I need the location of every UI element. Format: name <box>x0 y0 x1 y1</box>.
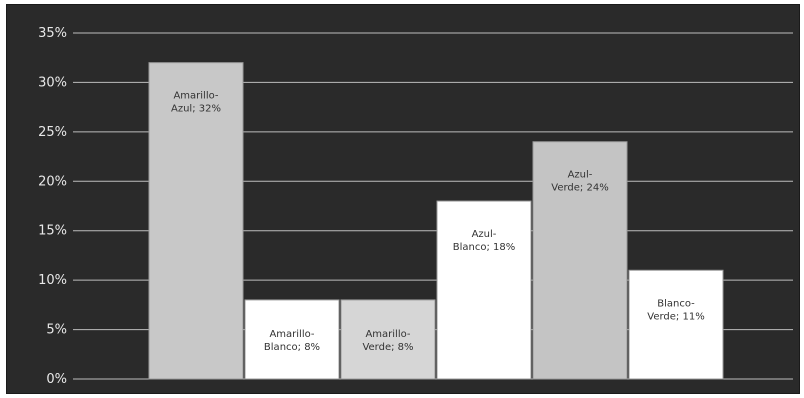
bar-chart: 0% 5% 10% 15% 20% 25% 30% 35% Amarillo-Azul; 32… <box>38 26 793 387</box>
data-label: Amarillo-Verde; 8% <box>362 329 413 353</box>
data-label: Blanco-Verde; 11% <box>647 298 704 322</box>
bar-amarillo-azul <box>148 62 244 380</box>
bar-amarillo-verde <box>340 299 436 380</box>
data-label: Azul-Blanco; 18% <box>453 229 516 253</box>
bar-blanco-verde <box>628 269 724 380</box>
bar-azul-blanco <box>436 200 532 380</box>
data-label: Amarillo-Blanco; 8% <box>264 329 320 353</box>
y-tick-label: 35% <box>38 26 67 41</box>
y-tick-label: 30% <box>38 75 67 90</box>
chart-frame: 0% 5% 10% 15% 20% 25% 30% 35% Amarillo-Azul; 32… <box>6 4 800 394</box>
bar-amarillo-blanco <box>244 299 340 380</box>
y-axis-ticks: 0% 5% 10% 15% 20% 25% 30% 35% <box>38 26 67 387</box>
data-labels: Amarillo-Azul; 32% Amarillo-Blanco; 8% Ama… <box>171 91 705 353</box>
bar-azul-verde <box>532 141 628 380</box>
data-label: Amarillo-Azul; 32% <box>171 91 221 115</box>
data-label: Azul-Verde; 24% <box>551 170 608 194</box>
y-tick-label: 5% <box>46 323 67 338</box>
y-tick-label: 15% <box>38 224 67 239</box>
bars <box>148 62 724 380</box>
y-tick-label: 25% <box>38 125 67 140</box>
y-tick-label: 20% <box>38 174 67 189</box>
y-tick-label: 10% <box>38 273 67 288</box>
y-tick-label: 0% <box>46 372 67 387</box>
